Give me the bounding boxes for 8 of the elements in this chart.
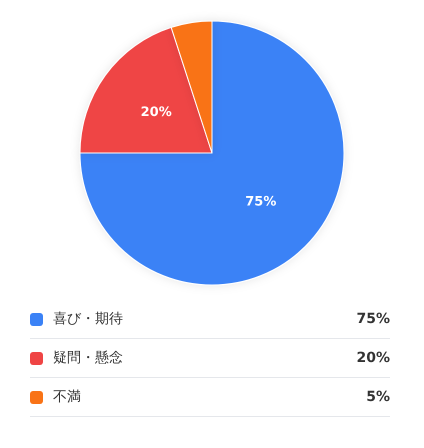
text: 75%	[356, 311, 390, 327]
legend-label: 不満	[53, 388, 82, 406]
data-label: 20%	[140, 104, 172, 120]
data-label: 75%	[245, 194, 276, 210]
text: 20%	[356, 350, 390, 366]
data-label: 5%	[366, 389, 390, 405]
legend-label: 疑問・懸念	[53, 349, 124, 367]
legend-label: 喜び・期待	[53, 310, 124, 328]
